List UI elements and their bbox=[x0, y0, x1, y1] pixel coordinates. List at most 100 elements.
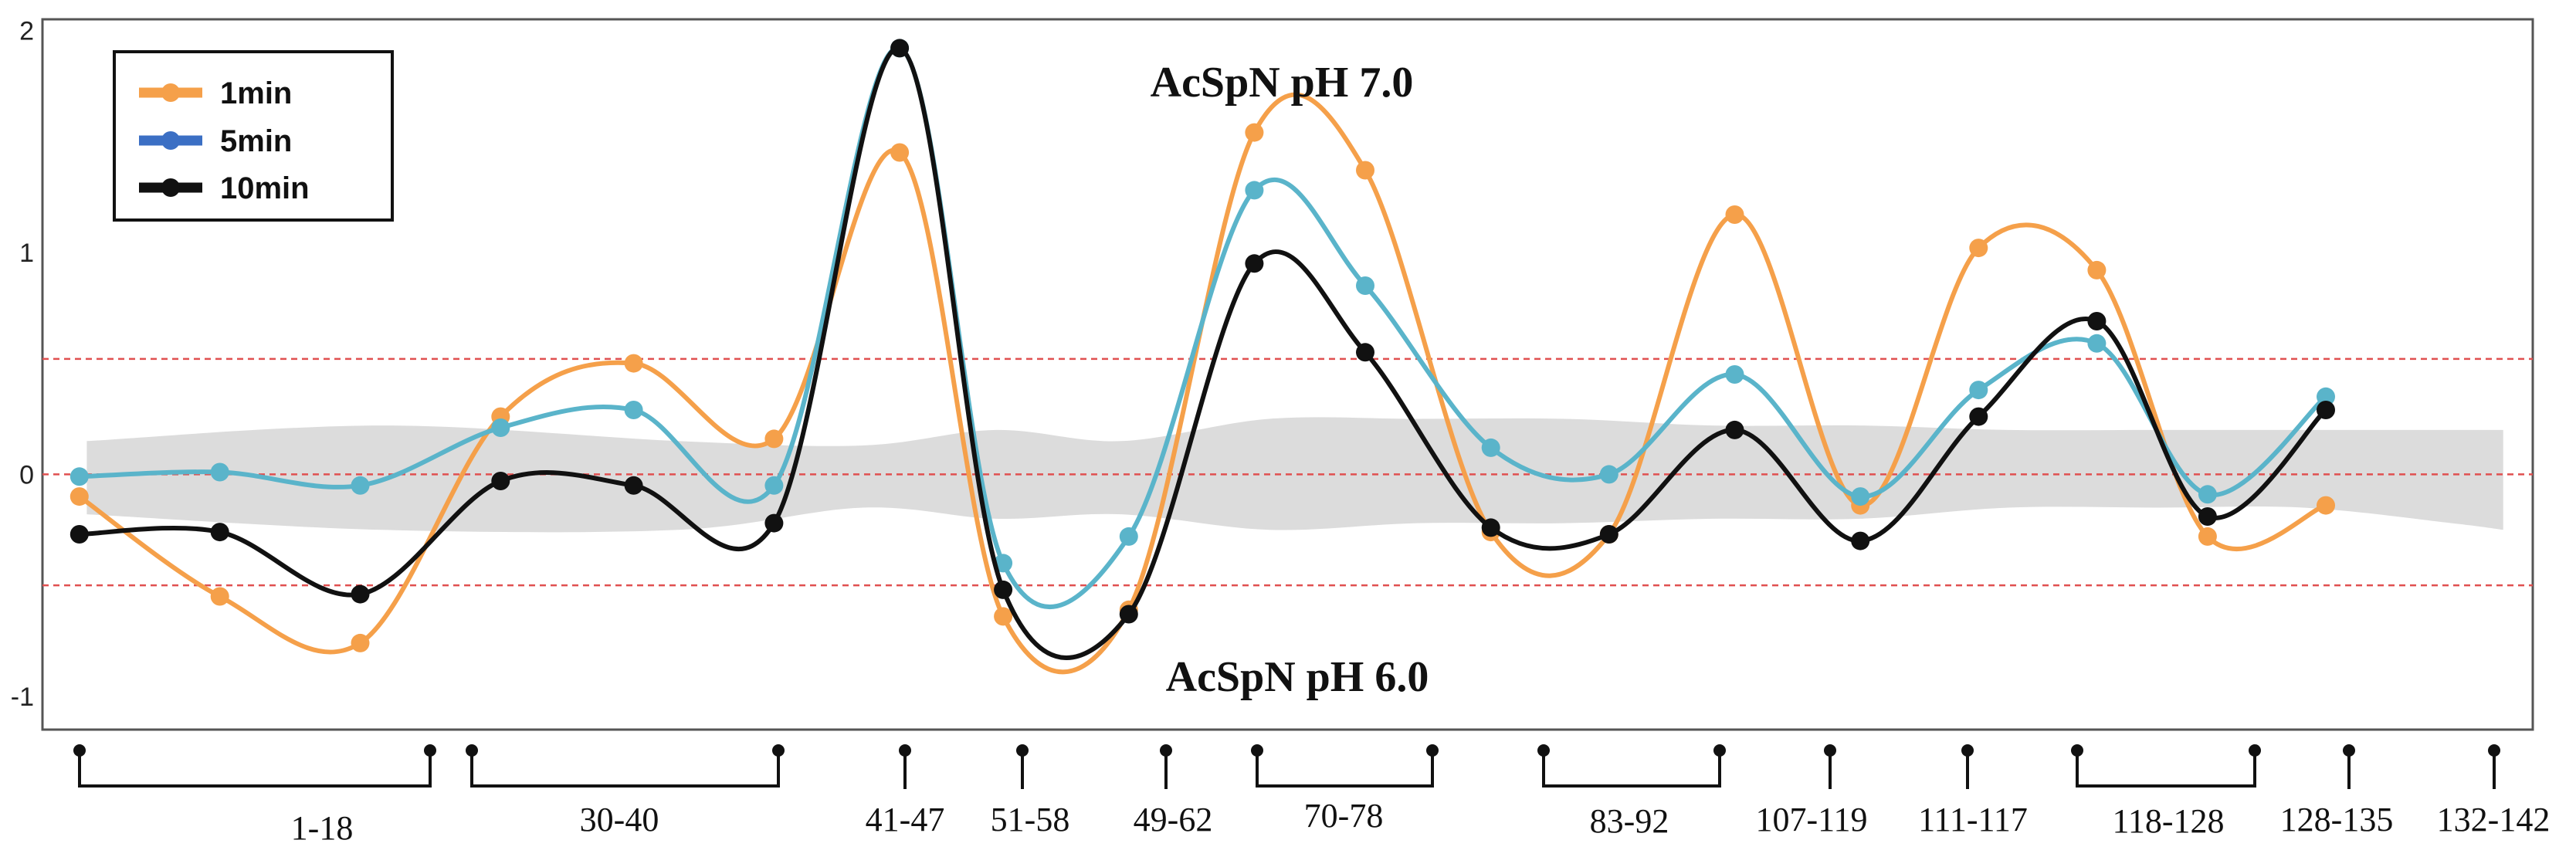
segment-dot-6-a bbox=[1537, 744, 1550, 757]
segment-dot-9-b bbox=[2249, 744, 2261, 757]
point-1min-10 bbox=[1356, 161, 1374, 180]
segment-dot-3 bbox=[1016, 744, 1029, 757]
segment-dot-7 bbox=[1824, 744, 1836, 757]
segment-dot-5-b bbox=[1426, 744, 1439, 757]
point-10min-5 bbox=[764, 513, 784, 533]
segment-label-7: 107-119 bbox=[1755, 801, 1867, 838]
segment-dot-11 bbox=[2488, 744, 2500, 757]
point-5min-1 bbox=[210, 462, 229, 482]
segment-dot-6-b bbox=[1713, 744, 1726, 757]
segment-label-4: 49-62 bbox=[1134, 801, 1213, 838]
point-5min-2 bbox=[351, 476, 370, 495]
legend-marker-10min bbox=[161, 178, 180, 197]
point-10min-12 bbox=[1599, 525, 1618, 544]
point-1min-7 bbox=[994, 607, 1013, 626]
segment-dot-4 bbox=[1160, 744, 1172, 757]
point-10min-18 bbox=[2317, 401, 2335, 419]
series-line-10min bbox=[79, 46, 2328, 660]
point-1min-16 bbox=[2087, 260, 2107, 279]
point-5min-5 bbox=[764, 476, 784, 495]
segment-bracket-9 bbox=[2076, 752, 2256, 788]
point-5min-14 bbox=[1851, 487, 1870, 506]
segment-bracket-5 bbox=[1256, 752, 1434, 788]
point-10min-2 bbox=[351, 584, 370, 604]
segment-label-11: 132-142 bbox=[2437, 801, 2551, 838]
point-1min-5 bbox=[764, 429, 784, 449]
point-10min-8 bbox=[1119, 605, 1138, 624]
point-1min-4 bbox=[624, 354, 643, 373]
segment-label-6: 83-92 bbox=[1590, 802, 1669, 840]
point-1min-18 bbox=[2317, 496, 2335, 515]
plot-frame bbox=[41, 18, 2534, 731]
legend-marker-1min bbox=[161, 83, 180, 102]
point-5min-4 bbox=[624, 401, 643, 419]
segment-label-8: 111-117 bbox=[1918, 801, 2028, 838]
point-5min-7 bbox=[994, 554, 1013, 573]
point-1min-13 bbox=[1725, 205, 1744, 224]
y-tick-label: 0 bbox=[19, 460, 34, 489]
legend-marker-5min bbox=[161, 131, 180, 150]
segment-dot-1-b bbox=[772, 744, 785, 757]
point-10min-11 bbox=[1481, 518, 1500, 537]
point-5min-13 bbox=[1725, 365, 1744, 384]
point-10min-16 bbox=[2087, 312, 2107, 330]
segment-label-0: 1-18 bbox=[291, 809, 354, 847]
point-5min-10 bbox=[1356, 276, 1374, 295]
segment-label-1: 30-40 bbox=[580, 801, 659, 838]
point-5min-8 bbox=[1119, 527, 1138, 546]
annotation-top: AcSpN pH 7.0 bbox=[1151, 59, 1414, 107]
point-5min-18 bbox=[2317, 387, 2335, 406]
segment-label-5: 70-78 bbox=[1304, 797, 1384, 835]
segment-bracket-6 bbox=[1542, 752, 1721, 788]
point-10min-0 bbox=[69, 525, 89, 544]
point-5min-0 bbox=[69, 467, 89, 486]
segment-dot-10 bbox=[2343, 744, 2355, 757]
segment-dot-2 bbox=[899, 744, 911, 757]
point-5min-17 bbox=[2198, 485, 2217, 504]
point-10min-6 bbox=[890, 39, 910, 58]
point-10min-10 bbox=[1356, 343, 1374, 362]
segment-bracket-1 bbox=[470, 752, 780, 788]
series-line-5min bbox=[79, 46, 2327, 610]
segment-label-10: 128-135 bbox=[2280, 801, 2394, 838]
point-10min-13 bbox=[1725, 420, 1744, 439]
segment-label-2: 41-47 bbox=[866, 801, 945, 838]
point-10min-3 bbox=[491, 472, 510, 490]
y-tick-label: -1 bbox=[11, 683, 34, 712]
y-tick-label: 1 bbox=[19, 239, 34, 268]
legend-label-5min: 5min bbox=[220, 124, 292, 158]
point-5min-3 bbox=[491, 418, 510, 437]
point-1min-17 bbox=[2198, 527, 2217, 546]
point-1min-15 bbox=[1969, 239, 1988, 258]
point-5min-16 bbox=[2087, 334, 2107, 353]
point-10min-9 bbox=[1245, 254, 1264, 273]
point-1min-1 bbox=[210, 587, 229, 606]
point-10min-1 bbox=[210, 523, 229, 542]
point-5min-15 bbox=[1969, 381, 1988, 400]
segment-dot-8 bbox=[1961, 744, 1974, 757]
segment-dot-0-b bbox=[424, 744, 436, 757]
point-1min-0 bbox=[69, 487, 89, 506]
point-1min-2 bbox=[351, 633, 370, 652]
point-10min-4 bbox=[624, 476, 643, 495]
point-10min-17 bbox=[2198, 507, 2217, 526]
segment-dot-0-a bbox=[73, 744, 86, 757]
legend-label-1min: 1min bbox=[220, 76, 292, 110]
segment-label-3: 51-58 bbox=[991, 801, 1070, 838]
segment-dot-1-a bbox=[466, 744, 478, 757]
point-10min-15 bbox=[1969, 407, 1988, 426]
point-10min-14 bbox=[1851, 531, 1870, 550]
point-1min-6 bbox=[890, 143, 910, 162]
y-tick-label: 2 bbox=[19, 16, 34, 46]
legend-label-10min: 10min bbox=[220, 171, 310, 205]
segment-label-9: 118-128 bbox=[2112, 802, 2224, 840]
variability-band bbox=[86, 417, 2503, 533]
segment-bracket-0 bbox=[78, 752, 432, 788]
segment-dot-9-a bbox=[2071, 744, 2083, 757]
annotation-bottom: AcSpN pH 6.0 bbox=[1166, 653, 1429, 701]
point-10min-7 bbox=[994, 580, 1013, 599]
point-5min-9 bbox=[1245, 181, 1264, 200]
segment-dot-5-a bbox=[1251, 744, 1263, 757]
point-5min-11 bbox=[1481, 438, 1500, 457]
